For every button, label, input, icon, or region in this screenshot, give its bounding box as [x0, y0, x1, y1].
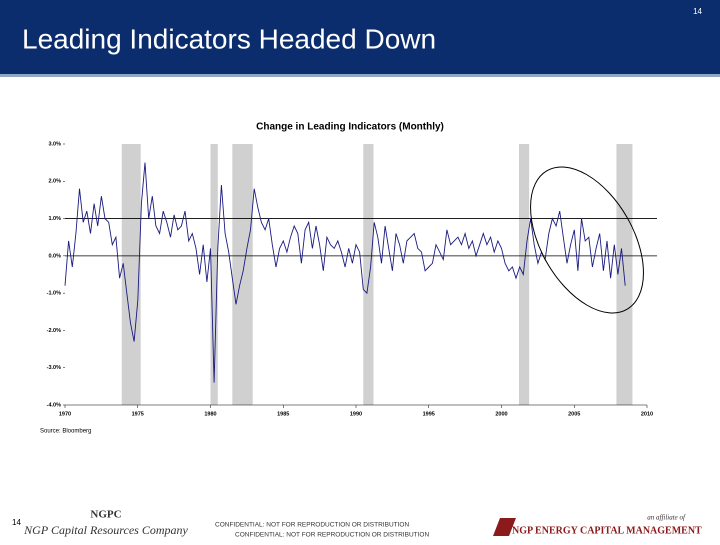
x-tick-label: 2000 [495, 411, 507, 417]
affiliate-label: an affiliate of [647, 514, 686, 522]
x-tick-label: 1985 [277, 411, 289, 417]
y-tick-label: 2.0% [48, 179, 61, 185]
chart-title: Change in Leading Indicators (Monthly) [256, 122, 444, 133]
footer-brand: NGPC [90, 509, 121, 521]
y-tick-label: -1.0% [47, 291, 61, 297]
footer-company: NGP Capital Resources Company [23, 523, 188, 537]
logo-mark [493, 518, 516, 536]
recession-band [121, 144, 141, 405]
x-tick-label: 1995 [423, 411, 435, 417]
y-tick-label: 3.0% [48, 141, 61, 147]
header-band [0, 0, 720, 74]
header-rule [0, 74, 720, 77]
y-tick-label: -4.0% [47, 402, 61, 408]
x-tick-label: 1970 [59, 411, 71, 417]
affiliate-name: NGP ENERGY CAPITAL MANAGEMENT [512, 525, 702, 536]
confidential-note: CONFIDENTIAL: NOT FOR REPRODUCTION OR DI… [235, 532, 429, 539]
confidential-note: CONFIDENTIAL: NOT FOR REPRODUCTION OR DI… [215, 522, 409, 529]
source: Source: Bloomberg [40, 429, 91, 435]
x-tick-label: 2010 [641, 411, 653, 417]
chart: Change in Leading Indicators (Monthly) S… [40, 122, 657, 435]
recession-band [210, 144, 218, 405]
recession-band [363, 144, 374, 405]
y-tick-label: -2.0% [47, 328, 61, 334]
slide-title: Leading Indicators Headed Down [22, 23, 436, 54]
x-tick-label: 1990 [350, 411, 362, 417]
footer-page-number: 14 [12, 518, 21, 527]
highlight-ellipse [530, 166, 644, 314]
y-tick-label: -3.0% [47, 365, 61, 371]
x-tick-label: 1980 [204, 411, 216, 417]
page-number: 14 [693, 7, 702, 16]
x-tick-label: 2005 [568, 411, 580, 417]
x-tick-label: 1975 [132, 411, 144, 417]
recession-band [518, 144, 530, 405]
y-tick-label: 0.0% [48, 253, 61, 259]
indicator-line [64, 162, 626, 383]
y-tick-label: 1.0% [48, 216, 61, 222]
